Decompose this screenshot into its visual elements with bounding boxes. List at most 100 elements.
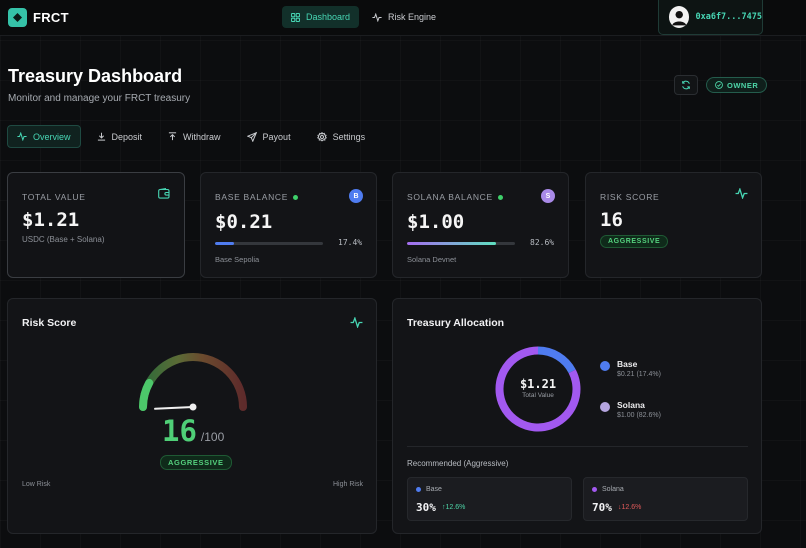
base-chain-badge: B bbox=[349, 189, 363, 203]
legend-base-value: $0.21 (17.4%) bbox=[617, 371, 661, 378]
base-balance-amount: $0.21 bbox=[215, 211, 273, 233]
nav-risk-engine[interactable]: Risk Engine bbox=[363, 6, 445, 28]
wallet-icon bbox=[158, 188, 170, 199]
base-network: Base Sepolia bbox=[215, 255, 260, 264]
legend-base-dot bbox=[600, 361, 610, 371]
recommended-solana-dot bbox=[592, 487, 597, 492]
risk-score-big: 16 bbox=[162, 414, 197, 448]
recommended-solana-chain: Solana bbox=[602, 486, 624, 493]
tab-withdraw[interactable]: Withdraw bbox=[158, 125, 231, 148]
tab-bar: Overview Deposit Withdraw Payout Setting… bbox=[7, 125, 375, 148]
wallet-address: 0xa6f7...7475 bbox=[695, 12, 762, 22]
tab-payout[interactable]: Payout bbox=[237, 125, 301, 148]
main-nav: Dashboard Risk Engine bbox=[282, 6, 445, 28]
check-circle-icon bbox=[715, 81, 723, 89]
refresh-icon bbox=[682, 80, 690, 90]
solana-progress-track bbox=[407, 242, 515, 245]
risk-score-max: /100 bbox=[200, 430, 225, 444]
status-dot bbox=[497, 194, 503, 200]
activity-icon bbox=[350, 317, 363, 328]
risk-level-badge: AGGRESSIVE bbox=[600, 235, 669, 248]
risk-gauge bbox=[139, 353, 247, 411]
base-balance-card: BASE BALANCE B $0.21 17.4% Base Sepolia bbox=[200, 172, 377, 278]
risk-panel-level-badge: AGGRESSIVE bbox=[160, 455, 232, 470]
solana-balance-label: SOLANA BALANCE bbox=[407, 192, 503, 202]
legend-solana: Solana $1.00 (82.6%) bbox=[600, 400, 661, 419]
wallet-button[interactable]: 0xa6f7...7475 bbox=[658, 0, 763, 35]
page-subtitle: Monitor and manage your FRCT treasury bbox=[8, 93, 191, 104]
donut-center: $1.21 Total Value bbox=[494, 377, 582, 399]
base-balance-label: BASE BALANCE bbox=[215, 192, 299, 202]
upload-icon bbox=[168, 132, 177, 141]
base-progress-track bbox=[215, 242, 323, 245]
owner-badge: OWNER bbox=[706, 77, 768, 93]
recommended-base-pct: 30% bbox=[416, 501, 436, 514]
legend-solana-dot bbox=[600, 402, 610, 412]
risk-score-value: 16 bbox=[600, 209, 623, 231]
legend-base-name: Base bbox=[617, 359, 638, 369]
base-percent: 17.4% bbox=[338, 238, 363, 247]
risk-score-label: RISK SCORE bbox=[600, 192, 660, 202]
user-avatar-icon bbox=[669, 6, 690, 28]
recommended-solana-pct: 70% bbox=[592, 501, 612, 514]
tab-settings-label: Settings bbox=[332, 131, 366, 142]
tab-withdraw-label: Withdraw bbox=[183, 131, 221, 142]
page-title: Treasury Dashboard bbox=[8, 66, 183, 86]
gauge-needle bbox=[154, 406, 194, 410]
tab-payout-label: Payout bbox=[262, 131, 291, 142]
recommended-solana-delta: ↓12.6% bbox=[618, 504, 642, 511]
top-bar: FRCT Dashboard Risk Engine 0xa6f7...7475 bbox=[0, 0, 806, 36]
nav-dashboard-label: Dashboard bbox=[306, 12, 351, 22]
solana-network: Solana Devnet bbox=[407, 255, 457, 264]
donut-slice-solana bbox=[495, 346, 581, 432]
solana-progress-fill bbox=[407, 242, 497, 245]
app-name: FRCT bbox=[33, 10, 69, 25]
donut-total-label: Total Value bbox=[522, 392, 554, 399]
donut-total-value: $1.21 bbox=[519, 377, 557, 391]
grid-icon bbox=[291, 12, 300, 22]
solana-chain-badge: S bbox=[541, 189, 555, 203]
recommended-label: Recommended (Aggressive) bbox=[407, 459, 509, 468]
app-logo[interactable]: FRCT bbox=[8, 8, 69, 27]
gear-icon bbox=[316, 131, 327, 141]
tab-deposit-label: Deposit bbox=[111, 131, 143, 142]
logo-diamond-icon bbox=[8, 8, 27, 27]
legend-solana-value: $1.00 (82.6%) bbox=[617, 412, 661, 419]
download-icon bbox=[97, 132, 105, 141]
recommended-base-dot bbox=[416, 487, 421, 492]
send-icon bbox=[246, 131, 257, 142]
risk-panel-title: Risk Score bbox=[22, 317, 77, 329]
nav-dashboard[interactable]: Dashboard bbox=[282, 6, 360, 28]
activity-icon bbox=[735, 188, 748, 199]
total-value-label: TOTAL VALUE bbox=[22, 192, 86, 202]
solana-balance-card: SOLANA BALANCE S $1.00 82.6% Solana Devn… bbox=[392, 172, 569, 278]
risk-score-panel: Risk Score 16 /100 AGGRESSIVE Low Risk H… bbox=[7, 298, 377, 534]
tab-overview[interactable]: Overview bbox=[7, 125, 81, 148]
solana-percent: 82.6% bbox=[530, 238, 555, 247]
total-value-amount: $1.21 bbox=[22, 209, 80, 231]
risk-score-display: 16 /100 bbox=[162, 414, 224, 448]
gauge-value-arc bbox=[139, 378, 154, 411]
activity-icon bbox=[17, 132, 27, 141]
allocation-title: Treasury Allocation bbox=[407, 317, 505, 329]
refresh-button[interactable] bbox=[674, 75, 698, 95]
tab-overview-label: Overview bbox=[33, 131, 71, 142]
high-risk-label: High Risk bbox=[333, 481, 363, 488]
risk-score-card: RISK SCORE 16 AGGRESSIVE bbox=[585, 172, 762, 278]
base-progress-fill bbox=[215, 242, 234, 245]
solana-balance-amount: $1.00 bbox=[407, 211, 465, 233]
donut-slice-base bbox=[537, 346, 576, 374]
tab-deposit[interactable]: Deposit bbox=[87, 125, 153, 148]
recommended-base-delta: ↑12.6% bbox=[442, 504, 466, 511]
allocation-donut-chart bbox=[495, 346, 581, 432]
gauge-needle-hub bbox=[189, 403, 197, 411]
total-value-sub: USDC (Base + Solana) bbox=[22, 235, 105, 244]
owner-badge-label: OWNER bbox=[727, 80, 759, 90]
tab-settings[interactable]: Settings bbox=[307, 125, 376, 148]
activity-icon bbox=[372, 12, 382, 22]
status-dot bbox=[293, 194, 299, 200]
gauge-track bbox=[139, 353, 247, 411]
divider bbox=[407, 446, 748, 447]
recommended-solana-card: Solana 70% ↓12.6% bbox=[583, 477, 748, 521]
nav-risk-engine-label: Risk Engine bbox=[388, 12, 437, 22]
